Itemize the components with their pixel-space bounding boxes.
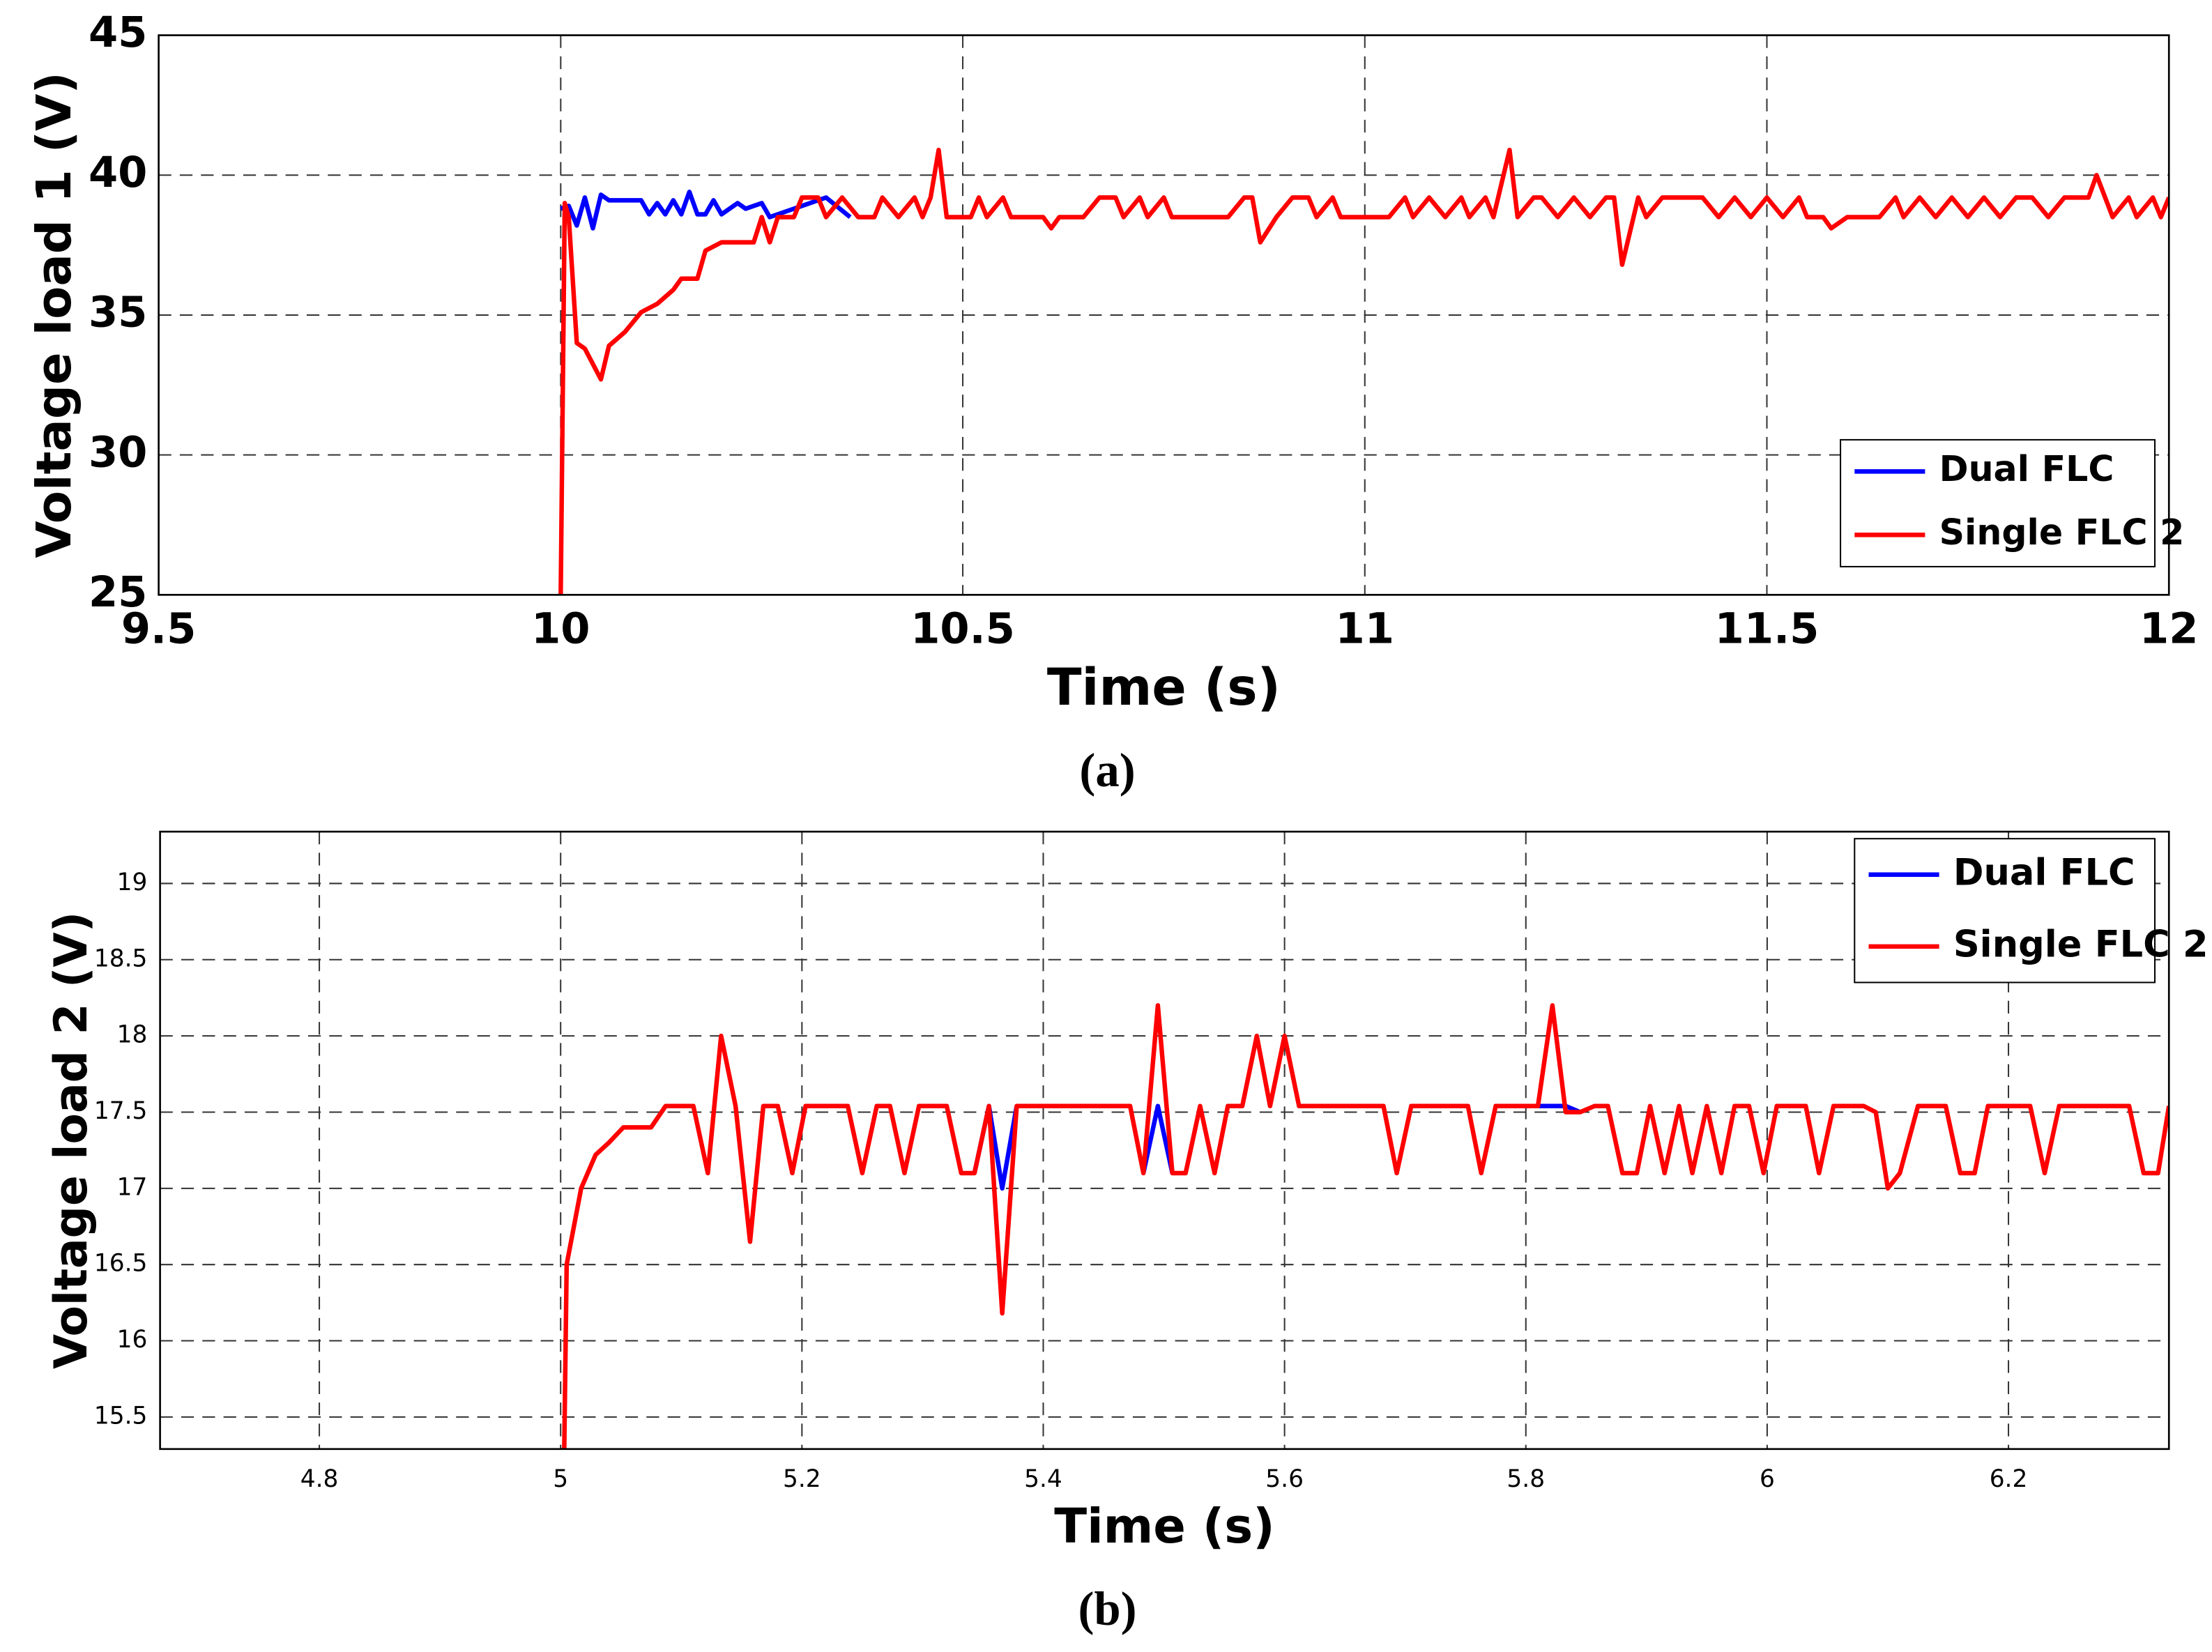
legend-box [1840,438,2156,567]
x-tick-label: 9.5 [121,605,196,654]
caption: (a) [1079,744,1135,797]
x-tick-label: 6.2 [1990,1465,2028,1493]
data-line [558,147,2169,595]
chart: 15.5 16 16.5 17 17.5 18 18.5 19 4.8 5 5.2 5.4 5.6 5.8… [45,830,2209,1635]
x-tick-label: 5.2 [783,1465,821,1493]
y-tick-label: 40 [89,148,147,197]
y-tick-label: 15.5 [94,1402,148,1430]
plot-frame [158,34,2170,596]
x-tick-label: 10 [531,605,590,654]
x-tick-label: 6 [1760,1465,1775,1493]
x-tick-label: 5.6 [1265,1465,1304,1493]
x-tick-label: 4.8 [300,1465,339,1493]
data-line [562,1003,2169,1449]
y-axis-label: Voltage load 1 (V) [26,72,82,558]
y-tick-label: 16.5 [94,1250,148,1278]
legend-box [1854,838,2156,984]
y-tick-label: 18 [117,1021,148,1049]
x-axis-label: Time (s) [1054,1499,1274,1554]
x-tick-label: 5 [553,1465,568,1493]
legend-label: Dual FLC [1953,851,2135,894]
y-tick-label: 16 [117,1326,148,1354]
caption: (b) [1078,1582,1137,1635]
x-tick-label: 5.8 [1507,1465,1545,1493]
y-tick-label: 19 [117,869,148,896]
y-tick-label: 25 [89,568,147,617]
y-tick-label: 30 [89,428,147,477]
x-tick-label: 12 [2139,605,2198,654]
legend-label: Single FLC 2 [1939,512,2185,553]
y-tick-label: 45 [89,8,147,57]
y-axis-label: Voltage load 2 (V) [45,912,98,1369]
chart: 25 30 35 40 45 9.5 10 10.5 11 11.5 12 Time (s) Volta… [26,8,2198,797]
x-tick-label: 11.5 [1715,605,1820,654]
x-tick-label: 5.4 [1024,1465,1062,1493]
x-tick-label: 11 [1336,605,1394,654]
legend-label: Single FLC 2 [1953,924,2209,966]
y-tick-label: 18.5 [94,944,148,972]
y-tick-label: 17 [117,1173,148,1201]
plot-frame [159,830,2170,1451]
x-axis-label: Time (s) [1047,658,1281,717]
x-tick-label: 10.5 [910,605,1015,654]
y-tick-label: 17.5 [94,1097,148,1125]
data-line [560,190,852,231]
y-tick-label: 35 [89,289,147,337]
legend-label: Dual FLC [1939,448,2114,489]
